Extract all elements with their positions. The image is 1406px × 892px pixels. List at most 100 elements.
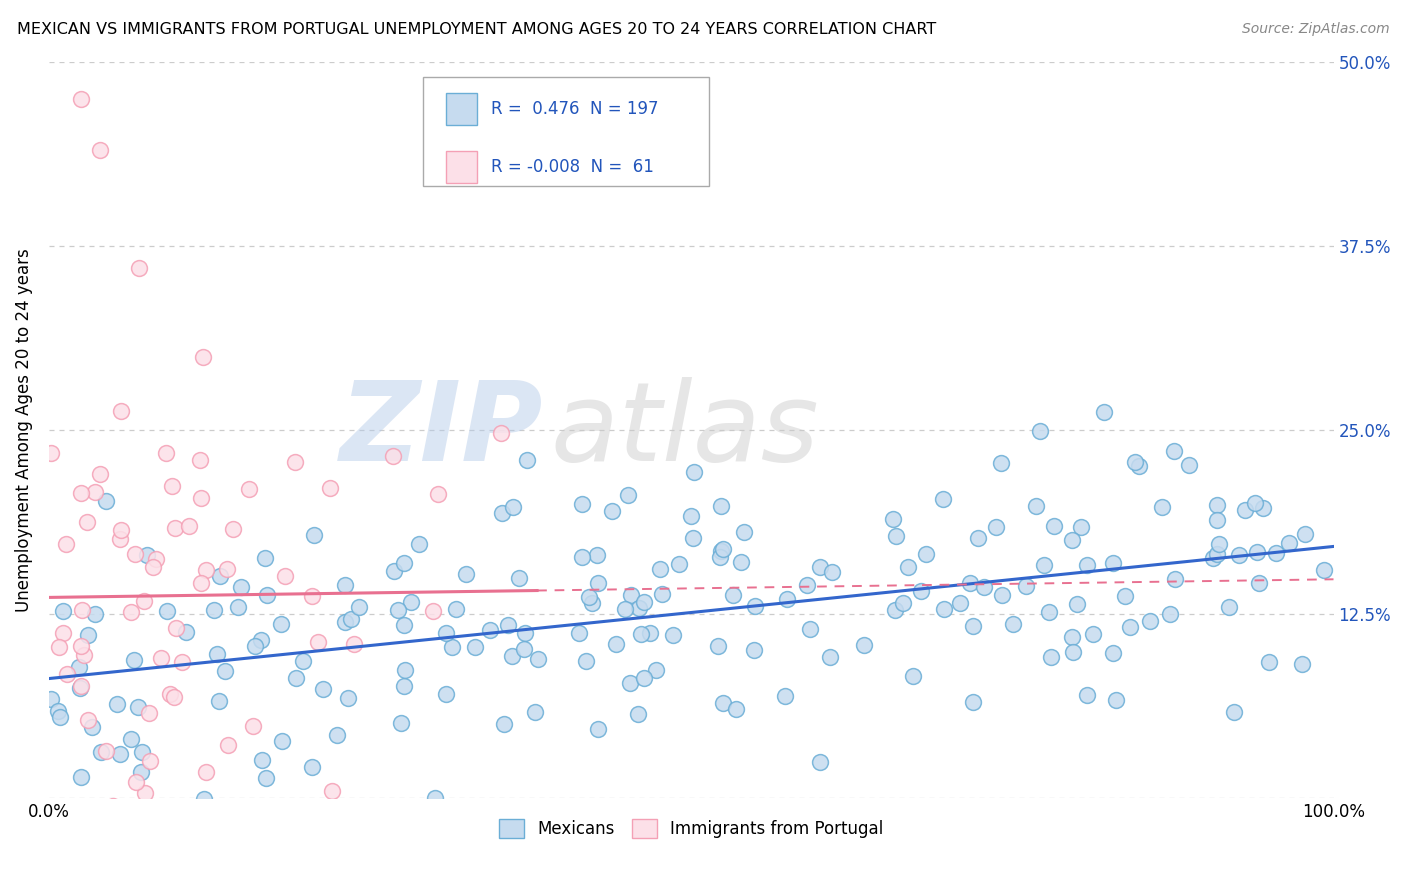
Point (125, 821, 148, 835)
Point (152, 805, 174, 820)
Point (56, 666, 79, 681)
Point (1258, 655, 1281, 669)
Point (142, 560, 165, 574)
Text: MEXICAN VS IMMIGRANTS FROM PORTUGAL UNEMPLOYMENT AMONG AGES 20 TO 24 YEARS CORRE: MEXICAN VS IMMIGRANTS FROM PORTUGAL UNEM… (17, 22, 936, 37)
Point (651, 587, 673, 601)
Point (810, 756, 832, 770)
Point (796, 578, 818, 592)
Point (501, 648, 523, 663)
Point (243, 639, 266, 653)
Point (1066, 597, 1088, 611)
Point (949, 596, 972, 610)
Point (1313, 563, 1336, 577)
Point (1265, 546, 1288, 560)
Point (208, 569, 231, 583)
Point (1163, 443, 1185, 458)
Point (250, 754, 273, 768)
Point (959, 576, 981, 591)
Point (984, 520, 1007, 534)
Point (340, 611, 363, 625)
Point (1123, 455, 1146, 469)
Point (897, 560, 920, 574)
Point (1092, 405, 1115, 419)
Point (1015, 579, 1038, 593)
Point (600, 504, 623, 518)
Point (382, 449, 405, 463)
Point (231, 805, 253, 820)
Point (55, 816, 77, 830)
Point (852, 638, 875, 652)
Point (1070, 520, 1092, 534)
Point (301, 760, 323, 774)
Point (491, 506, 513, 520)
Point (165, 621, 187, 635)
Point (55, 537, 77, 551)
Point (464, 640, 486, 655)
Point (513, 626, 536, 640)
Point (967, 531, 990, 545)
Point (77, 713, 100, 727)
Point (271, 734, 294, 748)
Point (270, 617, 292, 632)
Point (575, 654, 598, 668)
Point (108, 533, 131, 547)
Point (1062, 630, 1084, 644)
Point (707, 639, 730, 653)
Point (131, 745, 153, 759)
Point (77, 628, 100, 642)
Point (508, 571, 530, 585)
Point (321, 784, 343, 798)
Point (128, 261, 150, 276)
Point (962, 695, 984, 709)
Point (932, 491, 955, 506)
Point (83, 484, 105, 499)
Point (644, 664, 666, 678)
Point (207, 647, 229, 661)
Point (83, 607, 105, 621)
Point (194, 764, 217, 779)
Point (1076, 558, 1098, 573)
Point (229, 581, 252, 595)
Point (489, 425, 512, 440)
Point (70, 603, 93, 617)
Point (1202, 551, 1225, 566)
Point (454, 567, 477, 582)
Point (734, 525, 756, 540)
Point (349, 599, 371, 614)
Point (208, 693, 231, 707)
Point (619, 675, 641, 690)
Point (1277, 536, 1299, 550)
Point (496, 618, 519, 632)
Point (668, 557, 690, 571)
Point (163, 690, 186, 704)
Point (145, 552, 167, 566)
Point (1159, 607, 1181, 622)
Legend: Mexicans, Immigrants from Portugal: Mexicans, Immigrants from Portugal (492, 813, 890, 845)
Point (138, 706, 160, 721)
Point (191, 350, 214, 364)
Point (254, 771, 277, 785)
Point (915, 547, 938, 561)
Point (891, 596, 914, 610)
Point (882, 512, 904, 526)
Point (48, 710, 70, 724)
Point (256, 588, 278, 602)
Point (302, 528, 325, 542)
Point (73, 648, 96, 662)
Point (217, 738, 239, 752)
Point (226, 599, 249, 614)
Point (129, 765, 152, 780)
Point (586, 722, 609, 736)
Point (502, 500, 524, 515)
Point (662, 628, 685, 642)
Point (394, 664, 416, 678)
Point (613, 601, 636, 615)
Point (89, 467, 111, 482)
Point (799, 622, 821, 636)
Point (1102, 556, 1125, 570)
Point (1291, 657, 1313, 672)
Point (1234, 503, 1257, 517)
Point (392, 618, 415, 632)
Point (333, 577, 356, 591)
Point (399, 595, 422, 609)
